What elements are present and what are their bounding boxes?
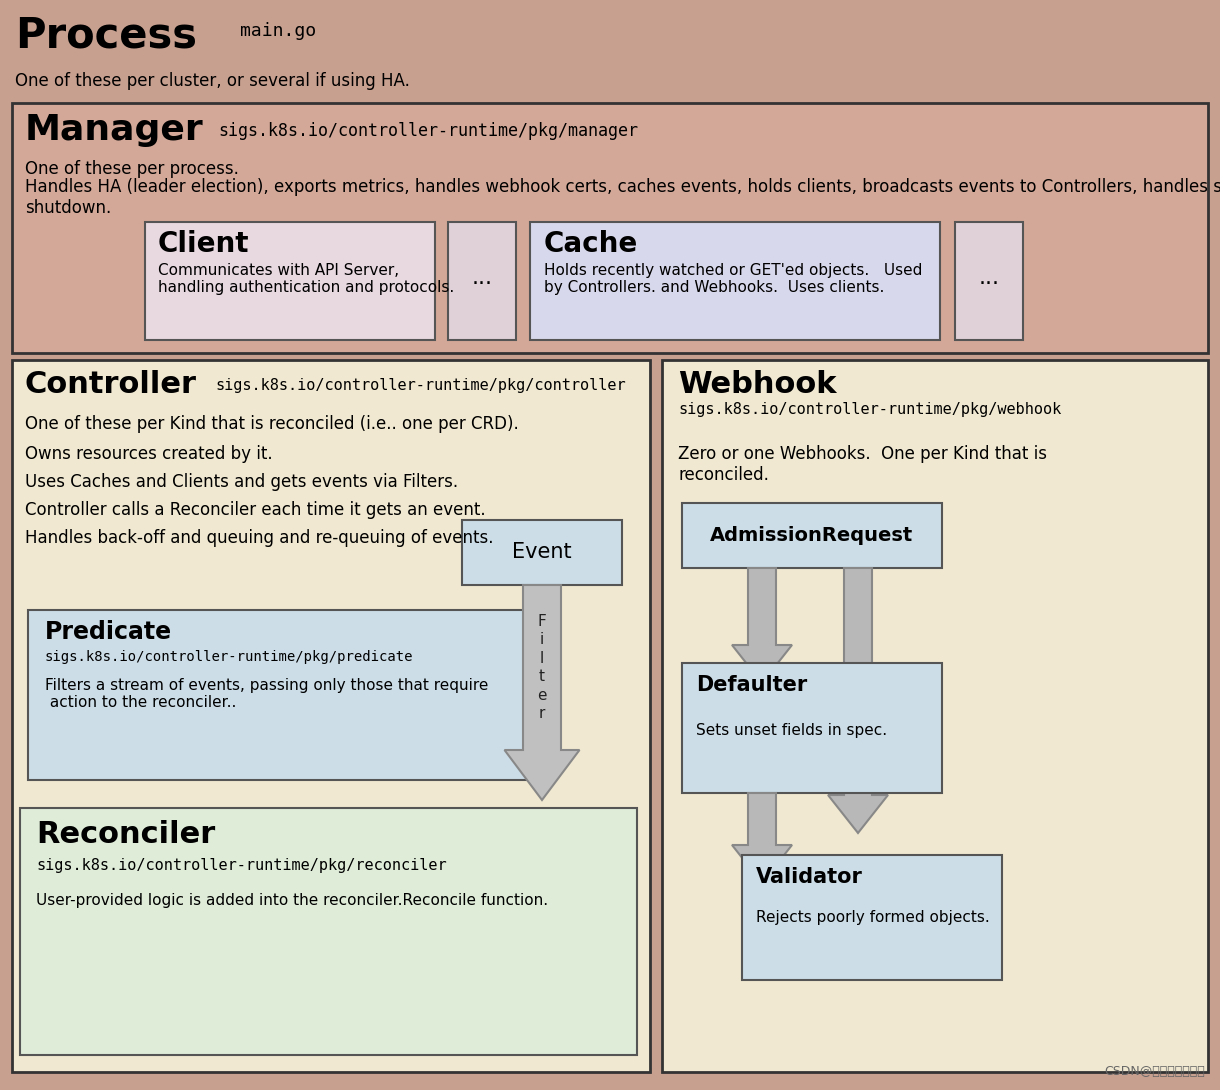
Bar — [529, 222, 939, 340]
Text: sigs.k8s.io/controller-runtime/pkg/controller: sigs.k8s.io/controller-runtime/pkg/contr… — [215, 378, 626, 393]
Text: One of these per cluster, or several if using HA.: One of these per cluster, or several if … — [15, 72, 410, 90]
Bar — [145, 222, 436, 340]
Text: sigs.k8s.io/controller-runtime/pkg/predicate: sigs.k8s.io/controller-runtime/pkg/predi… — [45, 650, 414, 664]
Text: Reconciler: Reconciler — [37, 820, 215, 849]
Text: sigs.k8s.io/controller-runtime/pkg/manager: sigs.k8s.io/controller-runtime/pkg/manag… — [218, 122, 638, 140]
FancyArrow shape — [732, 568, 792, 683]
Bar — [955, 222, 1024, 340]
Text: Rejects poorly formed objects.: Rejects poorly formed objects. — [756, 910, 989, 925]
Text: One of these per process.: One of these per process. — [24, 160, 239, 178]
Bar — [28, 610, 543, 780]
Text: Owns resources created by it.: Owns resources created by it. — [24, 445, 272, 463]
Text: Handles HA (leader election), exports metrics, handles webhook certs, caches eve: Handles HA (leader election), exports me… — [24, 178, 1220, 217]
FancyArrow shape — [828, 568, 888, 833]
Text: Client: Client — [159, 230, 250, 258]
Text: One of these per Kind that is reconciled (i.e.. one per CRD).: One of these per Kind that is reconciled… — [24, 415, 518, 433]
Text: sigs.k8s.io/controller-runtime/pkg/reconciler: sigs.k8s.io/controller-runtime/pkg/recon… — [37, 858, 447, 873]
Text: Controller calls a Reconciler each time it gets an event.: Controller calls a Reconciler each time … — [24, 501, 486, 519]
Text: F
i
l
t
e
r: F i l t e r — [537, 614, 547, 722]
Text: Validator: Validator — [756, 867, 863, 887]
Bar — [462, 520, 622, 585]
Text: Cache: Cache — [544, 230, 638, 258]
Bar — [682, 663, 942, 794]
FancyArrow shape — [732, 794, 792, 883]
Text: Process: Process — [15, 15, 196, 57]
Bar — [20, 808, 637, 1055]
Text: Predicate: Predicate — [45, 620, 172, 644]
Text: Event: Event — [512, 543, 572, 562]
FancyArrow shape — [505, 585, 580, 800]
Text: Sets unset fields in spec.: Sets unset fields in spec. — [695, 723, 887, 738]
Text: Communicates with API Server,
handling authentication and protocols.: Communicates with API Server, handling a… — [159, 263, 454, 295]
Bar — [12, 102, 1208, 353]
Text: Webhook: Webhook — [678, 370, 837, 399]
Text: Controller: Controller — [24, 370, 196, 399]
Text: Handles back-off and queuing and re-queuing of events.: Handles back-off and queuing and re-queu… — [24, 529, 494, 547]
Text: ...: ... — [978, 268, 999, 288]
Text: Filters a stream of events, passing only those that require
 action to the recon: Filters a stream of events, passing only… — [45, 678, 488, 711]
Text: ...: ... — [471, 268, 493, 288]
Text: main.go: main.go — [240, 22, 316, 40]
Text: Holds recently watched or GET'ed objects.   Used
by Controllers. and Webhooks.  : Holds recently watched or GET'ed objects… — [544, 263, 922, 295]
Bar — [12, 360, 650, 1071]
Text: User-provided logic is added into the reconciler.Reconcile function.: User-provided logic is added into the re… — [37, 893, 548, 908]
Bar — [682, 502, 942, 568]
Bar — [662, 360, 1208, 1071]
Text: CSDN@神州数码云基地: CSDN@神州数码云基地 — [1104, 1065, 1205, 1078]
Text: AdmissionRequest: AdmissionRequest — [710, 526, 914, 545]
Text: sigs.k8s.io/controller-runtime/pkg/webhook: sigs.k8s.io/controller-runtime/pkg/webho… — [678, 402, 1061, 417]
Text: Manager: Manager — [24, 113, 204, 147]
Text: Uses Caches and Clients and gets events via Filters.: Uses Caches and Clients and gets events … — [24, 473, 459, 490]
Bar — [742, 855, 1002, 980]
Bar — [448, 222, 516, 340]
Text: Zero or one Webhooks.  One per Kind that is
reconciled.: Zero or one Webhooks. One per Kind that … — [678, 445, 1047, 484]
Text: Defaulter: Defaulter — [695, 675, 808, 695]
